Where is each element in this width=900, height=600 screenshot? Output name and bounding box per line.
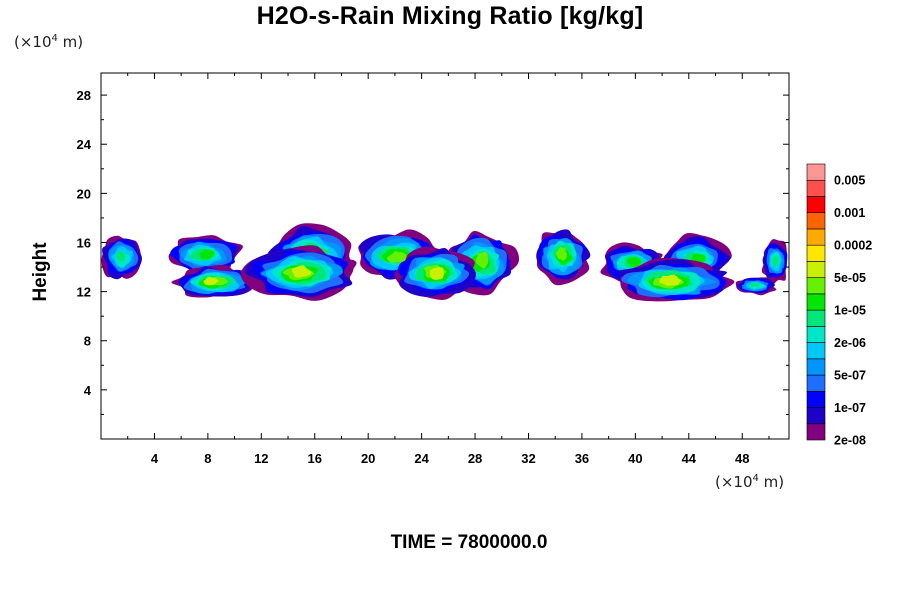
y-tick-label: 28 bbox=[77, 88, 91, 103]
colorbar-swatch bbox=[806, 309, 826, 327]
contour-region-upper bbox=[168, 235, 243, 274]
x-tick-label: 40 bbox=[628, 451, 642, 466]
contour-level bbox=[627, 256, 642, 267]
x-tick-label: 4 bbox=[151, 451, 159, 466]
plot-frame bbox=[100, 72, 790, 440]
x-axis-unit: (×104 m) bbox=[715, 473, 785, 491]
colorbar-swatch bbox=[806, 196, 826, 214]
colorbar-swatch bbox=[806, 228, 826, 246]
contour-level bbox=[750, 282, 760, 287]
y-tick-label: 24 bbox=[77, 137, 92, 152]
x-tick-label: 12 bbox=[254, 451, 268, 466]
colorbar-label: 2e-06 bbox=[834, 336, 866, 350]
colorbar-swatch bbox=[806, 163, 826, 181]
contour-level bbox=[199, 249, 215, 260]
x-tick-label: 8 bbox=[204, 451, 211, 466]
x-tick-label: 44 bbox=[682, 451, 697, 466]
contour-level bbox=[291, 265, 312, 278]
x-tick-label: 28 bbox=[468, 451, 482, 466]
contour-level bbox=[556, 246, 567, 261]
colorbar-swatch bbox=[806, 390, 826, 408]
contour-level bbox=[203, 276, 219, 286]
x-tick-label: 16 bbox=[308, 451, 322, 466]
colorbar-swatch bbox=[806, 326, 826, 343]
colorbar-swatch bbox=[806, 423, 826, 441]
contour-fills bbox=[101, 223, 788, 302]
chart-title: H2O-s-Rain Mixing Ratio [kg/kg] bbox=[256, 2, 644, 30]
colorbar-swatch bbox=[806, 374, 826, 392]
contour-region-lower bbox=[240, 245, 357, 301]
colorbar-label: 1e-07 bbox=[834, 401, 866, 415]
x-tick-label: 48 bbox=[735, 451, 749, 466]
x-tick-label: 20 bbox=[361, 451, 375, 466]
y-tick-label: 20 bbox=[77, 186, 91, 201]
contour-level bbox=[387, 251, 407, 263]
colorbar-swatch bbox=[806, 342, 826, 360]
y-tick-label: 12 bbox=[77, 285, 91, 300]
colorbar-swatch bbox=[806, 407, 826, 425]
colorbar-label: 0.001 bbox=[834, 206, 865, 220]
colorbar-swatch bbox=[806, 293, 826, 311]
contour-region-upper bbox=[761, 239, 788, 285]
contour-region-lower bbox=[735, 277, 777, 296]
contour-region-upper bbox=[101, 235, 142, 280]
y-tick-label: 4 bbox=[84, 383, 92, 398]
colorbar-label: 1e-05 bbox=[834, 304, 866, 318]
colorbar-label: 5e-07 bbox=[834, 369, 866, 383]
colorbar-swatch bbox=[806, 179, 826, 197]
contour-level bbox=[772, 255, 779, 267]
contour-region-lower bbox=[617, 257, 735, 302]
contour-level bbox=[475, 251, 489, 269]
colorbar-swatch bbox=[806, 212, 826, 230]
contour-level bbox=[116, 251, 126, 263]
contour-level bbox=[659, 274, 682, 287]
x-tick-label: 24 bbox=[414, 451, 429, 466]
contour-region-upper bbox=[536, 229, 591, 286]
x-tick-label: 36 bbox=[575, 451, 589, 466]
contour-region-lower bbox=[394, 246, 476, 300]
contour-level bbox=[429, 267, 444, 280]
colorbar-label: 2e-08 bbox=[834, 434, 866, 448]
colorbar-swatch bbox=[806, 277, 826, 295]
y-tick-label: 16 bbox=[77, 235, 91, 250]
colorbar-label: 0.005 bbox=[834, 174, 865, 188]
colorbar-label: 0.0002 bbox=[834, 239, 872, 253]
colorbar-swatch bbox=[806, 358, 826, 376]
colorbar-label: 5e-05 bbox=[834, 271, 866, 285]
y-axis-unit: (×104 m) bbox=[14, 33, 84, 51]
contour-region-lower bbox=[171, 264, 253, 298]
colorbar-swatch bbox=[806, 244, 826, 262]
colorbar-swatch bbox=[806, 261, 826, 278]
y-tick-label: 8 bbox=[84, 334, 91, 349]
colorbar: 0.005 0.001 0.0002 5e-05 1e-05 2e-06 5e-07 1e-0… bbox=[806, 163, 872, 448]
time-footer: TIME = 7800000.0 bbox=[390, 532, 548, 553]
x-tick-label: 32 bbox=[521, 451, 535, 466]
